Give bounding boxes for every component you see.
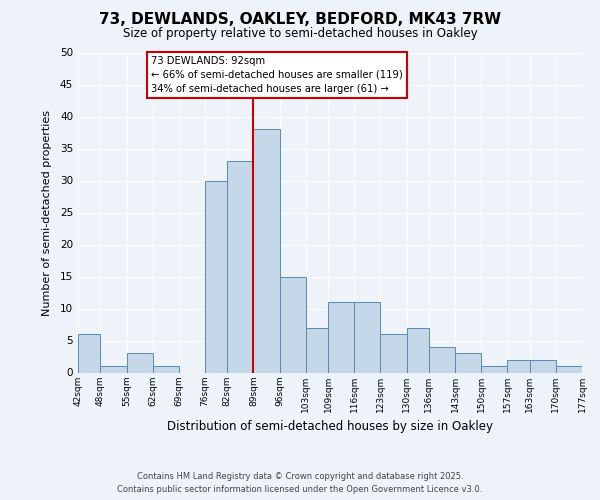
Bar [481,366,508,372]
Bar [306,328,328,372]
Bar [380,334,407,372]
Bar [455,354,481,372]
Text: Size of property relative to semi-detached houses in Oakley: Size of property relative to semi-detach… [122,28,478,40]
Bar [205,180,227,372]
Bar [152,366,179,372]
Text: 73 DEWLANDS: 92sqm
← 66% of semi-detached houses are smaller (119)
34% of semi-d: 73 DEWLANDS: 92sqm ← 66% of semi-detache… [151,56,403,94]
Y-axis label: Number of semi-detached properties: Number of semi-detached properties [41,110,52,316]
Bar [227,162,253,372]
Bar [354,302,380,372]
Bar [127,354,152,372]
Bar [78,334,100,372]
Bar [280,276,306,372]
Text: 73, DEWLANDS, OAKLEY, BEDFORD, MK43 7RW: 73, DEWLANDS, OAKLEY, BEDFORD, MK43 7RW [99,12,501,28]
Bar [429,347,455,372]
Bar [508,360,530,372]
Bar [407,328,429,372]
Bar [253,130,280,372]
Bar [530,360,556,372]
Bar [328,302,354,372]
Text: Contains HM Land Registry data © Crown copyright and database right 2025.
Contai: Contains HM Land Registry data © Crown c… [118,472,482,494]
X-axis label: Distribution of semi-detached houses by size in Oakley: Distribution of semi-detached houses by … [167,420,493,433]
Bar [556,366,582,372]
Bar [100,366,127,372]
